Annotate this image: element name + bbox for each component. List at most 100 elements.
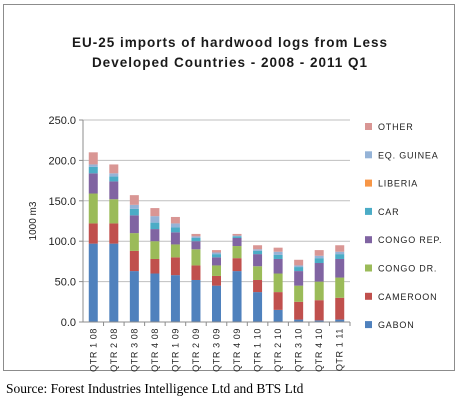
- bar-segment-congo-rep: [253, 254, 263, 267]
- bar-segment-other: [232, 233, 242, 236]
- legend-swatch: [365, 151, 372, 159]
- bar-segment-eq-guinea: [109, 173, 119, 177]
- bar-segment-eq-guinea: [212, 252, 221, 255]
- y-tick-label: 0.0: [61, 317, 76, 329]
- bar-segment-congo-rep: [88, 173, 98, 194]
- bar-segment-gabon: [88, 243, 98, 322]
- bar-segment-gabon: [273, 309, 283, 322]
- bar-segment-congo-rep: [335, 258, 345, 278]
- bar-segment-cameroon: [335, 297, 345, 320]
- legend-swatch: [365, 292, 372, 300]
- bars: [88, 152, 345, 322]
- bar-segment-other: [129, 195, 139, 205]
- bar-segment-congo-rep: [109, 181, 119, 200]
- bar-segment-congo-dr: [335, 277, 345, 298]
- legend-label: CONGO REP.: [378, 235, 442, 245]
- legend-swatch: [365, 123, 372, 130]
- bar-segment-car: [212, 254, 221, 258]
- bar-segment-congo-rep: [273, 258, 283, 274]
- axes: 0.0 50.0 100.0 150.0 200.0 250.0 QTR 1 08 QTR 2…: [48, 115, 351, 372]
- bar-segment-car: [335, 254, 345, 259]
- bar-segment-cameroon: [129, 250, 139, 272]
- bar-segment-car: [88, 166, 98, 174]
- chart-frame: [3, 4, 455, 371]
- chart-title-line-1: EU-25 imports of hardwood logs from Less: [71, 35, 389, 50]
- legend-swatch: [365, 236, 372, 244]
- bar-segment-cameroon: [109, 223, 119, 244]
- legend-swatch: [365, 264, 372, 272]
- legend-label: CONGO DR.: [378, 264, 437, 274]
- bar-segment-other: [191, 233, 201, 237]
- legend-label: EQ. GUINEA: [378, 150, 439, 160]
- bar-segment-car: [232, 236, 242, 238]
- bar-segment-congo-rep: [150, 229, 160, 242]
- x-tick-label: QTR 1 09: [170, 328, 180, 372]
- x-tick-label: QTR 4 09: [232, 328, 242, 372]
- bar-segment-congo-dr: [314, 281, 324, 301]
- bar-segment-congo-dr: [170, 244, 180, 258]
- x-tick-label: QTR 4 10: [314, 328, 324, 372]
- bar-segment-gabon: [294, 319, 304, 322]
- x-tick-label: QTR 3 09: [212, 328, 222, 372]
- bar-segment-eq-guinea: [335, 251, 345, 255]
- bar-segment-gabon: [191, 279, 201, 322]
- x-tick-label: QTR 2 10: [273, 328, 283, 372]
- bar-segment-congo-dr: [212, 265, 221, 276]
- y-axis-title: 1000 m3: [28, 201, 39, 240]
- bar-segment-other: [170, 216, 180, 224]
- bar-segment-car: [273, 254, 283, 259]
- chart-title-line-2: Developed Countries - 2008 - 2011 Q1: [91, 55, 369, 70]
- bar-segment-eq-guinea: [88, 164, 98, 167]
- bar-segment-congo-rep: [232, 237, 242, 247]
- source-note: Source: Forest Industries Intelligence L…: [6, 381, 304, 396]
- bar-segment-gabon: [335, 319, 345, 322]
- bar-segment-congo-dr: [232, 246, 242, 259]
- bar-segment-congo-dr: [129, 233, 139, 251]
- x-tick-label: QTR 4 08: [150, 328, 160, 372]
- legend-swatch: [365, 179, 372, 187]
- y-tick-label: 150.0: [48, 196, 76, 208]
- legend: OTHER EQ. GUINEA LIBERIA CAR CONGO REP. CONGO…: [365, 122, 442, 330]
- bar-segment-other: [150, 208, 160, 217]
- bar-segment-eq-guinea: [191, 236, 201, 238]
- chart-title: EU-25 imports of hardwood logs from Less…: [0, 33, 460, 73]
- legend-label: GABON: [378, 320, 415, 330]
- bar-segment-cameroon: [294, 301, 304, 320]
- bar-segment-gabon: [212, 285, 221, 322]
- bar-segment-congo-rep: [170, 232, 180, 245]
- bar-segment-congo-rep: [314, 263, 324, 282]
- bar-segment-cameroon: [170, 257, 180, 276]
- bar-segment-congo-dr: [191, 249, 201, 266]
- x-tick-label: QTR 1 11: [335, 328, 345, 371]
- bar-segment-cameroon: [212, 275, 221, 286]
- bar-segment-car: [129, 208, 139, 216]
- x-tick-label: QTR 1 08: [88, 328, 98, 372]
- bar-segment-car: [314, 258, 324, 264]
- legend-label: OTHER: [378, 122, 414, 132]
- bar-segment-car: [294, 267, 304, 272]
- bar-segment-other: [88, 152, 98, 165]
- bar-segment-eq-guinea: [170, 223, 180, 228]
- bar-segment-other: [335, 245, 345, 252]
- x-tick-label: QTR 2 08: [109, 328, 119, 372]
- bar-segment-other: [273, 247, 283, 252]
- bar-segment-eq-guinea: [150, 216, 160, 223]
- bar-segment-eq-guinea: [273, 251, 283, 255]
- bar-segment-gabon: [109, 243, 119, 322]
- legend-swatch: [365, 321, 372, 329]
- legend-label: CAR: [378, 207, 399, 217]
- bar-segment-congo-rep: [191, 241, 201, 250]
- bar-segment-other: [294, 259, 304, 266]
- bar-segment-gabon: [170, 275, 180, 322]
- bar-segment-cameroon: [88, 223, 98, 244]
- bar-segment-other: [109, 164, 119, 174]
- y-tick-label: 250.0: [48, 115, 76, 127]
- bar-segment-other: [212, 250, 221, 253]
- bar-segment-congo-dr: [109, 199, 119, 224]
- bar-segment-car: [150, 222, 160, 230]
- bar-segment-congo-rep: [212, 257, 221, 266]
- bar-segment-cameroon: [191, 265, 201, 280]
- bar-segment-car: [109, 176, 119, 182]
- bar-segment-eq-guinea: [129, 204, 139, 209]
